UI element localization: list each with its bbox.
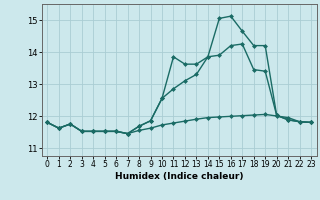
- X-axis label: Humidex (Indice chaleur): Humidex (Indice chaleur): [115, 172, 244, 181]
